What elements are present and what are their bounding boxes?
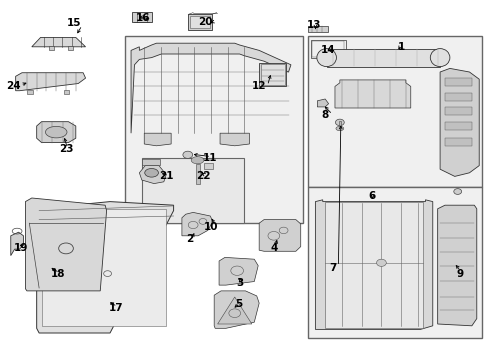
Bar	[444, 107, 471, 115]
Polygon shape	[437, 205, 476, 326]
Bar	[27, 90, 33, 94]
Bar	[132, 12, 151, 22]
Bar	[307, 36, 481, 187]
Polygon shape	[16, 73, 85, 91]
Bar	[195, 164, 199, 184]
Text: 10: 10	[203, 222, 218, 232]
Ellipse shape	[429, 49, 449, 67]
Text: 2: 2	[186, 234, 193, 244]
Text: 15: 15	[67, 18, 81, 28]
Bar	[444, 93, 471, 101]
Text: 18: 18	[50, 269, 65, 279]
Bar	[312, 41, 343, 57]
Bar	[189, 16, 210, 28]
Bar	[310, 40, 345, 58]
Bar	[41, 209, 166, 326]
Bar	[188, 14, 211, 30]
Text: 4: 4	[269, 243, 277, 253]
Bar	[142, 159, 160, 165]
Bar	[325, 202, 422, 328]
Ellipse shape	[335, 126, 343, 131]
Polygon shape	[25, 198, 106, 291]
Polygon shape	[217, 297, 251, 324]
Bar	[259, 63, 285, 86]
Polygon shape	[139, 166, 166, 184]
Ellipse shape	[376, 259, 386, 266]
Polygon shape	[259, 220, 300, 251]
Text: 20: 20	[198, 17, 212, 27]
Bar	[68, 46, 73, 50]
Polygon shape	[37, 202, 173, 333]
Text: 13: 13	[306, 20, 321, 30]
Ellipse shape	[453, 189, 461, 194]
Bar	[142, 158, 244, 223]
Polygon shape	[37, 122, 76, 143]
Polygon shape	[334, 80, 410, 108]
Bar	[49, 46, 54, 50]
Text: 6: 6	[367, 191, 374, 201]
Bar	[338, 121, 341, 128]
Text: 16: 16	[135, 13, 150, 23]
Text: 5: 5	[235, 299, 242, 309]
Text: 12: 12	[251, 81, 266, 91]
Text: 14: 14	[320, 45, 334, 55]
Ellipse shape	[191, 157, 203, 164]
Bar	[444, 138, 471, 146]
Ellipse shape	[335, 119, 344, 126]
Text: 19: 19	[13, 243, 28, 253]
Polygon shape	[439, 68, 478, 176]
Polygon shape	[317, 99, 328, 107]
Bar	[260, 64, 285, 85]
Bar	[444, 122, 471, 130]
Polygon shape	[219, 257, 258, 285]
Text: 23: 23	[59, 144, 74, 154]
Bar	[307, 26, 327, 32]
Polygon shape	[315, 200, 432, 329]
Ellipse shape	[183, 151, 192, 158]
Ellipse shape	[144, 168, 158, 177]
Polygon shape	[182, 212, 212, 236]
Polygon shape	[214, 291, 259, 328]
Polygon shape	[131, 43, 290, 133]
Text: 24: 24	[6, 81, 21, 91]
Bar	[444, 78, 471, 86]
Polygon shape	[32, 37, 85, 47]
Text: 17: 17	[108, 303, 123, 313]
Text: 1: 1	[397, 42, 404, 52]
Bar	[307, 187, 481, 338]
Polygon shape	[220, 133, 249, 146]
Bar	[326, 49, 439, 67]
Bar	[63, 90, 69, 94]
Ellipse shape	[316, 49, 336, 67]
Text: 3: 3	[236, 278, 243, 288]
Polygon shape	[144, 133, 171, 146]
Bar	[124, 36, 303, 223]
Ellipse shape	[45, 126, 67, 138]
Polygon shape	[11, 232, 23, 256]
Text: 11: 11	[203, 153, 217, 163]
Text: 9: 9	[455, 269, 462, 279]
Bar	[203, 163, 212, 169]
Text: 22: 22	[195, 171, 210, 181]
Text: 8: 8	[321, 110, 328, 120]
Text: 7: 7	[328, 263, 336, 273]
Text: 21: 21	[159, 171, 173, 181]
